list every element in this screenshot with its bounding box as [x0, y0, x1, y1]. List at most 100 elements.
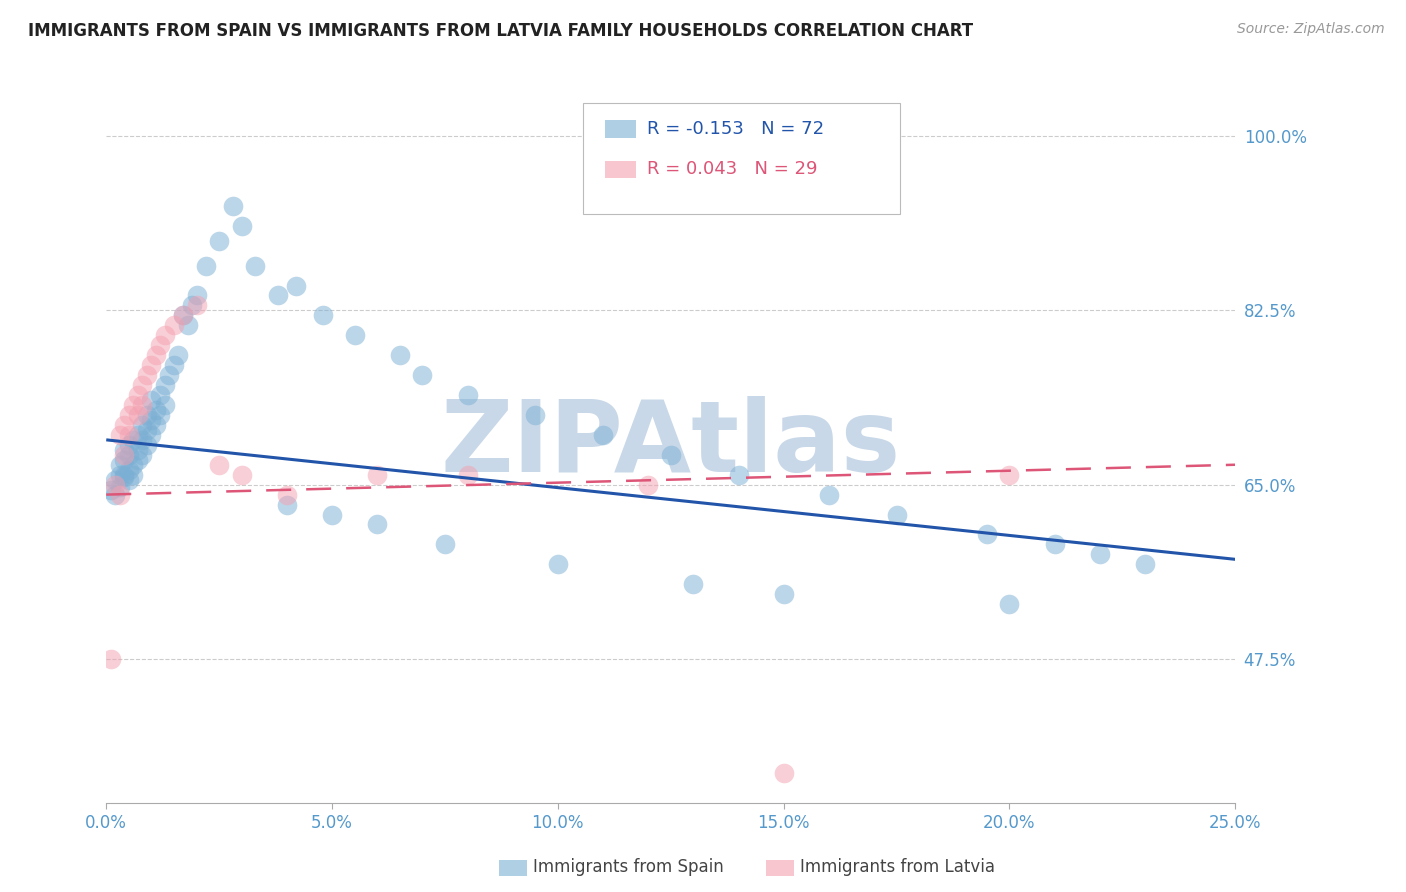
Point	[118, 448, 141, 462]
Point	[127, 452, 149, 467]
Point	[231, 219, 253, 233]
Point	[149, 408, 172, 422]
Point	[388, 348, 411, 362]
Point	[118, 438, 141, 452]
Point	[366, 517, 388, 532]
Point	[637, 477, 659, 491]
Point	[112, 442, 135, 457]
Point	[100, 483, 122, 497]
Point	[176, 318, 198, 333]
Point	[276, 498, 298, 512]
Point	[659, 448, 682, 462]
Point	[149, 388, 172, 402]
Point	[131, 398, 153, 412]
Point	[122, 398, 145, 412]
Point	[122, 467, 145, 482]
Point	[208, 458, 231, 472]
Point	[100, 652, 122, 666]
Point	[727, 467, 749, 482]
Point	[976, 527, 998, 541]
Point	[122, 458, 145, 472]
Point	[411, 368, 433, 383]
Point	[112, 417, 135, 432]
Point	[208, 234, 231, 248]
Point	[108, 487, 131, 501]
Point	[135, 368, 157, 383]
Point	[524, 408, 547, 422]
Point	[592, 428, 614, 442]
Point	[131, 448, 153, 462]
Point	[104, 487, 127, 501]
Point	[135, 423, 157, 437]
Point	[818, 487, 841, 501]
Point	[245, 259, 267, 273]
Point	[104, 477, 127, 491]
Point	[141, 428, 163, 442]
Point	[886, 508, 908, 522]
Point	[118, 463, 141, 477]
Point	[149, 338, 172, 352]
Point	[457, 467, 479, 482]
Point	[186, 298, 208, 312]
Point	[131, 417, 153, 432]
Text: R = 0.043   N = 29: R = 0.043 N = 29	[647, 161, 817, 178]
Point	[181, 298, 204, 312]
Point	[145, 348, 167, 362]
Point	[141, 358, 163, 372]
Point	[141, 413, 163, 427]
Text: ZIPAtlas: ZIPAtlas	[440, 396, 901, 493]
Point	[1088, 547, 1111, 561]
Point	[104, 473, 127, 487]
Point	[366, 467, 388, 482]
Point	[172, 309, 194, 323]
Point	[284, 278, 307, 293]
Point	[772, 766, 794, 780]
Point	[457, 388, 479, 402]
Point	[312, 309, 335, 323]
Point	[222, 199, 245, 213]
Point	[127, 428, 149, 442]
Point	[153, 328, 176, 343]
Point	[145, 403, 167, 417]
Point	[1133, 558, 1156, 572]
Point	[135, 408, 157, 422]
Point	[127, 388, 149, 402]
Point	[118, 428, 141, 442]
Point	[1043, 537, 1066, 551]
Text: Source: ZipAtlas.com: Source: ZipAtlas.com	[1237, 22, 1385, 37]
Point	[112, 452, 135, 467]
Text: R = -0.153   N = 72: R = -0.153 N = 72	[647, 120, 824, 138]
Point	[135, 438, 157, 452]
Point	[108, 458, 131, 472]
Point	[163, 358, 186, 372]
Point	[159, 368, 181, 383]
Point	[141, 392, 163, 407]
Point	[172, 309, 194, 323]
Point	[153, 378, 176, 392]
Point	[112, 469, 135, 483]
Point	[108, 480, 131, 494]
Text: IMMIGRANTS FROM SPAIN VS IMMIGRANTS FROM LATVIA FAMILY HOUSEHOLDS CORRELATION CH: IMMIGRANTS FROM SPAIN VS IMMIGRANTS FROM…	[28, 22, 973, 40]
Point	[131, 378, 153, 392]
Point	[118, 408, 141, 422]
Point	[267, 288, 290, 302]
Point	[112, 467, 135, 482]
Point	[127, 442, 149, 457]
Point	[547, 558, 569, 572]
Point	[998, 467, 1021, 482]
Point	[108, 428, 131, 442]
Point	[276, 487, 298, 501]
Point	[108, 467, 131, 482]
Point	[772, 587, 794, 601]
Point	[167, 348, 190, 362]
Point	[682, 577, 704, 591]
Point	[122, 433, 145, 447]
Point	[163, 318, 186, 333]
Point	[343, 328, 366, 343]
Point	[321, 508, 343, 522]
Point	[433, 537, 456, 551]
Point	[145, 417, 167, 432]
Point	[127, 408, 149, 422]
Point	[998, 597, 1021, 611]
Point	[186, 288, 208, 302]
